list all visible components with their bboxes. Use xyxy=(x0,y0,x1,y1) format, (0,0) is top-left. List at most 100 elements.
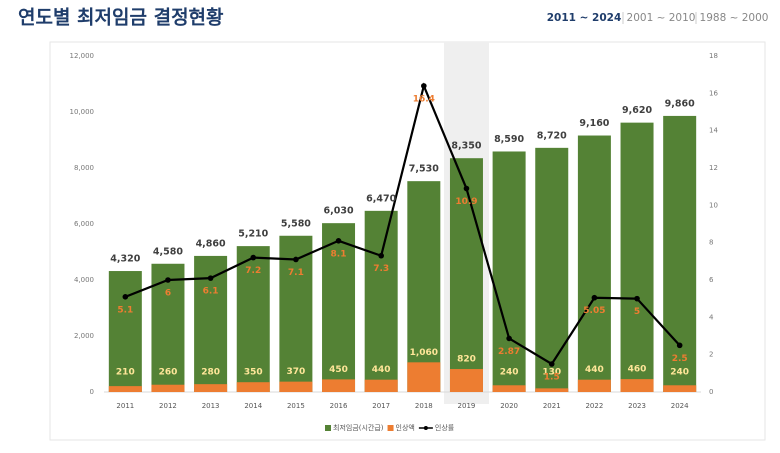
rate-marker xyxy=(591,294,598,301)
wage-label: 9,620 xyxy=(622,105,652,116)
increase-label: 440 xyxy=(372,365,391,375)
wage-label: 8,720 xyxy=(537,130,567,141)
increase-label: 350 xyxy=(244,368,263,378)
rate-label: 6.1 xyxy=(203,287,219,297)
wage-label: 8,590 xyxy=(494,134,524,145)
increase-label: 240 xyxy=(500,368,519,378)
rate-line xyxy=(124,82,681,366)
rate-marker xyxy=(335,238,342,244)
increase-label: 820 xyxy=(457,355,476,365)
x-tick-label: 2018 xyxy=(415,402,433,410)
x-tick-label: 2023 xyxy=(628,402,646,410)
y2-tick-label: 6 xyxy=(709,276,714,284)
rate-marker xyxy=(207,275,214,281)
rate-marker xyxy=(548,361,555,367)
increase-label: 460 xyxy=(628,365,647,375)
rate-marker xyxy=(463,185,470,192)
wage-label: 8,350 xyxy=(451,141,481,152)
x-tick-label: 2017 xyxy=(372,402,390,410)
rate-label: 7.3 xyxy=(373,264,389,274)
rate-label: 16.4 xyxy=(413,94,435,104)
x-tick-label: 2019 xyxy=(458,402,476,410)
x-tick-label: 2013 xyxy=(202,402,220,410)
increase-label: 280 xyxy=(201,368,220,378)
wage-label: 4,860 xyxy=(196,238,226,249)
wage-label: 9,160 xyxy=(579,118,609,129)
y2-tick-label: 8 xyxy=(709,239,713,247)
range-tab[interactable]: 1988 ~ 2000 xyxy=(700,12,769,24)
legend-label: 인상률 xyxy=(435,423,455,432)
legend-label: 최저임금(시간급) xyxy=(333,423,384,432)
increase-label: 130 xyxy=(542,368,561,378)
bar xyxy=(577,379,611,392)
bar xyxy=(492,151,526,392)
bar xyxy=(620,122,654,392)
x-tick-label: 2022 xyxy=(585,402,603,410)
rate-label: 6 xyxy=(165,289,171,299)
rate-label: 8.1 xyxy=(331,249,347,259)
wage-label: 5,580 xyxy=(281,218,311,229)
bar xyxy=(449,369,483,392)
range-tab[interactable]: 2011 ~ 2024 xyxy=(547,12,622,24)
y2-tick-label: 14 xyxy=(709,127,718,135)
legend-swatch xyxy=(387,425,394,431)
bar xyxy=(151,384,185,392)
rate-label: 2.5 xyxy=(672,354,688,364)
wage-label: 6,030 xyxy=(324,206,354,217)
bar xyxy=(620,379,654,392)
rate-label: 1.5 xyxy=(544,373,560,383)
chart-title: 연도별 최저임금 결정현황 xyxy=(18,6,224,29)
y2-tick-label: 12 xyxy=(709,164,718,172)
bar xyxy=(663,385,697,392)
rate-label: 7.1 xyxy=(288,268,304,278)
x-tick-label: 2021 xyxy=(543,402,561,410)
rate-marker xyxy=(165,277,171,283)
x-tick-label: 2024 xyxy=(671,402,689,410)
y-tick-label: 8,000 xyxy=(74,164,94,172)
bar xyxy=(364,210,398,392)
rate-label: 5.1 xyxy=(117,305,133,315)
bar xyxy=(236,246,270,392)
y-tick-label: 0 xyxy=(90,388,94,396)
bar xyxy=(236,382,270,392)
x-tick-label: 2011 xyxy=(116,402,134,410)
legend-swatch xyxy=(325,425,331,431)
increase-label: 260 xyxy=(159,368,178,378)
rate-label: 5 xyxy=(634,307,640,317)
rate-label: 2.87 xyxy=(498,347,520,357)
y2-tick-label: 0 xyxy=(709,388,713,396)
bar xyxy=(194,384,228,392)
rate-marker xyxy=(421,83,427,89)
y-tick-label: 12,000 xyxy=(70,52,95,60)
y-tick-label: 4,000 xyxy=(74,276,94,284)
wage-label: 5,210 xyxy=(238,229,268,240)
x-tick-label: 2012 xyxy=(159,402,177,410)
increase-label: 370 xyxy=(286,367,305,377)
rate-marker xyxy=(122,294,129,300)
wage-label: 7,530 xyxy=(409,164,439,175)
increase-label: 1,060 xyxy=(410,348,438,358)
range-tab[interactable]: 2001 ~ 2010 xyxy=(627,12,696,24)
bar xyxy=(492,385,526,392)
bar xyxy=(535,147,569,392)
wage-label: 9,860 xyxy=(665,98,695,109)
rate-label: 5.05 xyxy=(583,306,605,316)
bar xyxy=(577,135,611,392)
increase-label: 210 xyxy=(116,368,135,378)
wage-label: 4,320 xyxy=(110,254,140,265)
bar xyxy=(535,388,569,392)
bar xyxy=(322,379,356,392)
rate-marker xyxy=(378,252,384,259)
legend-marker xyxy=(423,426,428,430)
bar xyxy=(108,271,142,392)
y2-tick-label: 18 xyxy=(709,52,718,60)
bar xyxy=(279,381,313,392)
y-tick-label: 6,000 xyxy=(74,220,94,228)
rate-label: 10.9 xyxy=(455,197,477,207)
y-tick-label: 2,000 xyxy=(74,332,94,340)
x-tick-label: 2015 xyxy=(287,402,305,410)
increase-label: 240 xyxy=(670,368,689,378)
bar xyxy=(449,158,483,392)
y2-tick-label: 10 xyxy=(709,201,718,209)
